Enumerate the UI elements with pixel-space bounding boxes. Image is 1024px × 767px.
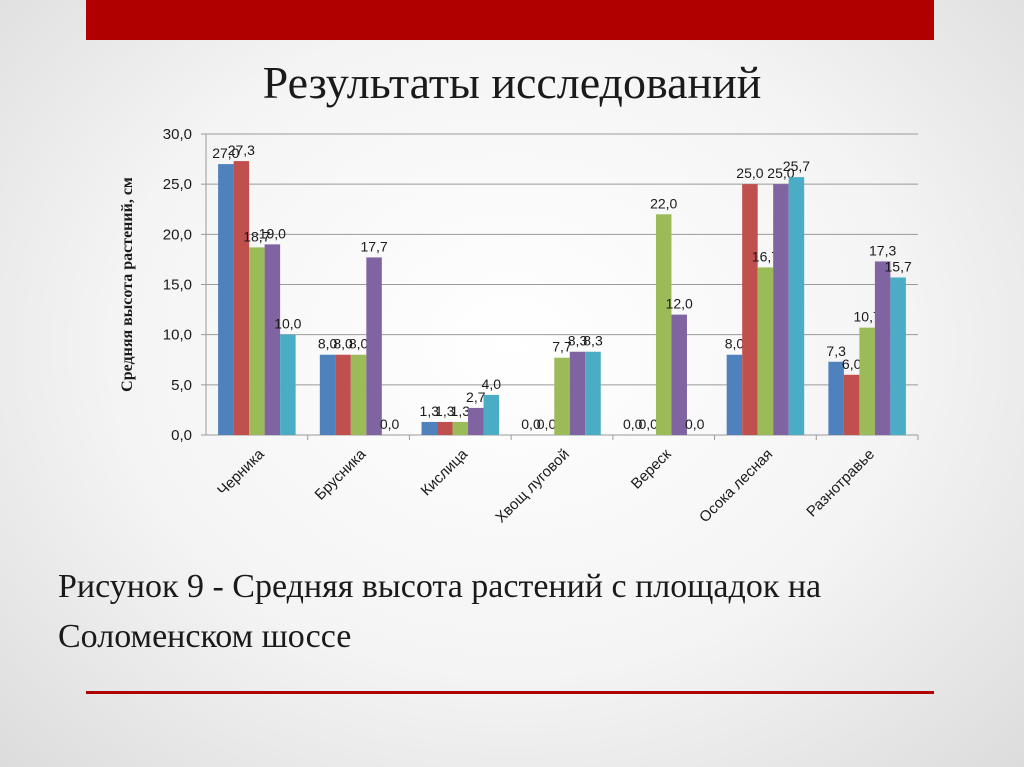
x-tick-label: Брусника [312, 445, 370, 503]
bar [757, 267, 774, 435]
bar [671, 314, 687, 435]
data-label: 0,0 [537, 416, 557, 432]
y-tick-label: 20,0 [163, 226, 192, 243]
bar [742, 184, 758, 435]
data-label: 8,3 [568, 333, 588, 349]
bar [280, 334, 296, 435]
bottom-accent-line [86, 691, 934, 694]
y-tick-label: 10,0 [163, 327, 192, 344]
data-label: 17,3 [869, 242, 896, 258]
y-axis-label: Средняя высота растений, см [119, 177, 136, 392]
y-tick-label: 25,0 [163, 176, 192, 193]
data-label: 25,7 [783, 158, 810, 174]
data-label: 25,0 [767, 165, 794, 181]
slide-title: Результаты исследований [262, 57, 762, 108]
bar [218, 164, 234, 435]
x-tick-label: Осока лесная [696, 446, 776, 526]
bar [233, 161, 250, 435]
data-label: 10,0 [274, 316, 301, 332]
bar [585, 351, 601, 435]
data-label: 16,7 [752, 248, 779, 264]
bar [874, 261, 891, 435]
bar [249, 247, 265, 435]
data-label: 8,0 [333, 336, 353, 352]
y-tick-label: 15,0 [163, 277, 192, 294]
data-label: 1,3 [451, 403, 471, 419]
x-tick-label: Разнотравье [803, 446, 878, 521]
data-label: 6,0 [842, 356, 862, 372]
data-label: 4,0 [482, 376, 502, 392]
bar [788, 177, 805, 436]
data-label: 0,0 [380, 416, 400, 432]
x-tick-label: Черника [214, 445, 268, 499]
bar [828, 361, 844, 435]
top-accent-bar [86, 0, 934, 40]
data-label: 0,0 [685, 416, 705, 432]
bar [437, 421, 453, 435]
data-label: 0,0 [623, 416, 643, 432]
data-label: 0,0 [521, 416, 541, 432]
bar [366, 257, 382, 435]
data-label: 1,3 [420, 403, 440, 419]
x-tick-label: Хвощ луговой [492, 446, 573, 527]
bar [319, 354, 336, 435]
data-label: 19,0 [259, 225, 286, 241]
bar [483, 394, 500, 435]
bar [350, 354, 367, 435]
x-tick-label: Кислица [418, 445, 472, 499]
data-label: 7,7 [552, 339, 572, 355]
data-label: 1,3 [435, 403, 455, 419]
data-label: 22,0 [650, 195, 677, 211]
y-tick-label: 0,0 [171, 427, 192, 444]
data-label: 25,0 [736, 165, 763, 181]
data-label: 7,3 [826, 343, 846, 359]
data-label: 10,7 [854, 309, 881, 325]
x-tick-label: Вереск [628, 446, 675, 493]
data-label: 2,7 [466, 389, 486, 405]
bar [452, 421, 469, 435]
data-label: 17,7 [360, 238, 387, 254]
bar [421, 421, 438, 435]
bar [554, 357, 570, 435]
data-label: 8,0 [725, 336, 745, 352]
data-label: 27,3 [228, 142, 255, 158]
data-label: 12,0 [666, 296, 693, 312]
data-label: 27,0 [212, 145, 239, 161]
data-label: 18,7 [243, 228, 270, 244]
bar [726, 354, 743, 435]
bar [569, 351, 586, 435]
data-label: 8,0 [349, 336, 369, 352]
data-label: 8,3 [583, 333, 603, 349]
data-label: 0,0 [638, 416, 658, 432]
bar [859, 327, 875, 435]
data-label: 8,0 [318, 336, 338, 352]
bar [890, 277, 906, 435]
bar [843, 374, 860, 435]
bar [773, 184, 789, 435]
bar [468, 407, 484, 435]
bar [264, 244, 281, 435]
figure-caption: Рисунок 9 - Средняя высота растений с пл… [58, 568, 822, 655]
y-tick-label: 5,0 [171, 377, 192, 394]
y-tick-label: 30,0 [163, 126, 192, 143]
data-label: 15,7 [885, 258, 912, 274]
bar [335, 354, 351, 435]
bar [655, 214, 672, 435]
